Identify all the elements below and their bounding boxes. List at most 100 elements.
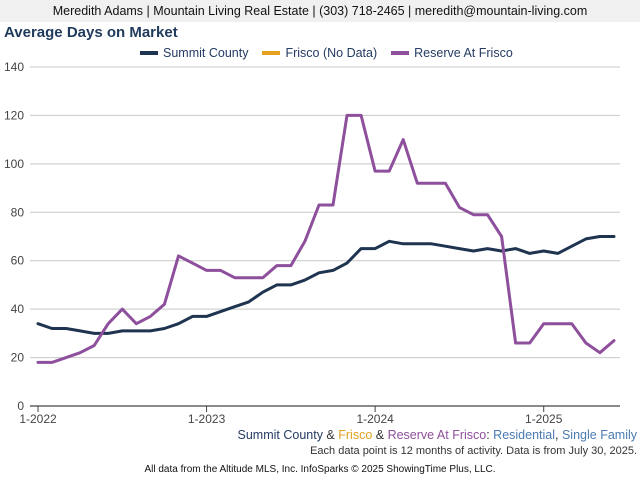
- caption-single-family: Single Family: [561, 428, 637, 442]
- data-point: [345, 261, 349, 265]
- data-point: [135, 329, 138, 333]
- x-tick-label: 1-2023: [188, 412, 226, 426]
- footer-credit: All data from the Altitude MLS, Inc. Inf…: [144, 464, 496, 475]
- caption-reserve: Reserve At Frisco: [387, 428, 487, 442]
- series-line-reserve-at-frisco: [36, 113, 616, 364]
- data-point: [92, 344, 96, 347]
- data-note: Each data point is 12 months of activity…: [310, 445, 637, 457]
- data-point: [598, 235, 602, 238]
- data-point: [373, 169, 377, 173]
- data-point: [121, 307, 124, 311]
- legend-item-frisco[interactable]: Frisco (No Data): [262, 46, 377, 60]
- data-point: [50, 327, 54, 330]
- legend-swatch-summit: [140, 51, 158, 55]
- series-lines: [36, 113, 616, 364]
- data-point: [542, 249, 545, 253]
- data-point: [612, 235, 616, 238]
- data-point: [570, 244, 574, 248]
- data-point: [177, 322, 180, 325]
- x-tick-label: 1-2022: [19, 412, 57, 426]
- y-tick-label: 60: [11, 254, 25, 268]
- data-point: [317, 271, 321, 275]
- data-point: [514, 247, 517, 250]
- caption-summit: Summit County: [237, 428, 323, 442]
- data-point: [359, 114, 363, 117]
- data-point: [331, 203, 335, 207]
- caption-amp-1: &: [322, 428, 339, 442]
- data-point: [107, 322, 110, 325]
- y-tick-label: 100: [4, 157, 24, 171]
- data-point: [177, 254, 180, 258]
- data-point: [219, 269, 222, 272]
- data-point: [402, 242, 405, 245]
- y-tick-label: 0: [17, 399, 24, 413]
- data-point: [36, 361, 40, 364]
- caption-colon: :: [486, 428, 494, 442]
- legend-item-summit[interactable]: Summit County: [140, 46, 248, 60]
- data-point: [458, 247, 461, 250]
- data-point: [247, 300, 250, 304]
- y-tick-label: 20: [11, 351, 25, 365]
- chart-caption: Summit County & Frisco & Reserve At Fris…: [238, 428, 638, 442]
- legend-label-frisco: Frisco (No Data): [285, 46, 378, 60]
- data-point: [275, 283, 279, 287]
- axes: 0 20 40 60 80 100 120 140 1-2022 1-2023 1-2024 1-20…: [4, 60, 563, 426]
- caption-residential: Residential: [493, 428, 556, 442]
- series-line-summit-county: [36, 235, 616, 335]
- data-point: [584, 341, 588, 345]
- caption-comma: ,: [555, 428, 562, 442]
- data-point: [303, 278, 307, 282]
- data-point: [528, 341, 531, 345]
- y-tick-label: 140: [4, 60, 24, 74]
- data-point: [233, 305, 236, 308]
- data-point: [416, 182, 419, 185]
- data-point: [191, 261, 194, 265]
- grid-lines: [30, 66, 620, 407]
- data-point: [289, 283, 293, 287]
- data-point: [345, 114, 349, 117]
- data-point: [612, 339, 616, 342]
- data-point: [472, 249, 475, 253]
- data-point: [205, 269, 208, 272]
- legend-label-summit: Summit County: [163, 46, 249, 60]
- data-point: [233, 276, 236, 279]
- x-tick-label: 1-2025: [525, 412, 563, 426]
- data-point: [163, 303, 166, 306]
- data-point: [416, 242, 419, 245]
- data-point: [528, 252, 531, 255]
- data-point: [402, 138, 405, 141]
- chart-title: Average Days on Market: [4, 24, 178, 41]
- data-point: [149, 315, 152, 318]
- y-tick-label: 80: [11, 205, 25, 219]
- caption-frisco: Frisco: [338, 428, 373, 442]
- data-point: [387, 169, 391, 173]
- data-point: [64, 356, 68, 359]
- y-tick-label: 120: [4, 108, 24, 122]
- data-point: [500, 235, 503, 238]
- chart-legend: Summit County Frisco (No Data) Reserve A…: [140, 46, 513, 60]
- data-point: [191, 315, 194, 318]
- data-point: [556, 322, 559, 325]
- legend-label-reserve: Reserve At Frisco: [414, 46, 513, 60]
- data-point: [542, 322, 545, 325]
- data-point: [444, 182, 447, 185]
- data-point: [556, 252, 559, 255]
- data-point: [430, 242, 433, 245]
- data-point: [107, 332, 110, 335]
- data-point: [598, 351, 602, 354]
- legend-swatch-reserve: [391, 51, 410, 55]
- data-point: [78, 329, 82, 333]
- data-point: [92, 332, 96, 335]
- data-point: [247, 276, 250, 279]
- data-point: [472, 213, 475, 216]
- data-point: [36, 322, 40, 325]
- data-point: [261, 276, 264, 279]
- data-point: [275, 264, 279, 267]
- data-point: [458, 206, 461, 209]
- legend-item-reserve[interactable]: Reserve At Frisco: [391, 46, 513, 60]
- data-point: [135, 322, 138, 325]
- data-point: [373, 247, 377, 250]
- data-point: [78, 351, 82, 354]
- data-point: [444, 244, 447, 248]
- data-point: [50, 361, 54, 364]
